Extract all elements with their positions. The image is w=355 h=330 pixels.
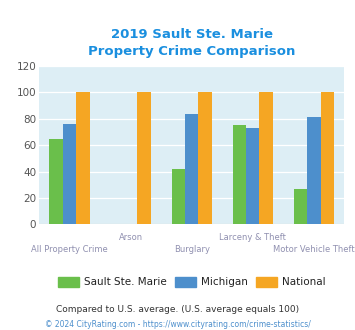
Bar [198,92,212,224]
Text: Motor Vehicle Theft: Motor Vehicle Theft [273,245,355,254]
Text: All Property Crime: All Property Crime [31,245,108,254]
Bar [185,114,198,224]
Text: Compared to U.S. average. (U.S. average equals 100): Compared to U.S. average. (U.S. average … [56,305,299,314]
Bar [137,92,151,224]
Text: Arson: Arson [119,233,143,242]
Bar [76,92,90,224]
Text: © 2024 CityRating.com - https://www.cityrating.com/crime-statistics/: © 2024 CityRating.com - https://www.city… [45,320,310,329]
Bar [171,169,185,224]
Bar [49,139,63,224]
Text: Burglary: Burglary [174,245,210,254]
Bar [233,125,246,224]
Bar [321,92,334,224]
Bar [260,92,273,224]
Text: Larceny & Theft: Larceny & Theft [219,233,286,242]
Legend: Sault Ste. Marie, Michigan, National: Sault Ste. Marie, Michigan, National [54,272,330,291]
Bar [294,189,307,224]
Bar [307,117,321,224]
Title: 2019 Sault Ste. Marie
Property Crime Comparison: 2019 Sault Ste. Marie Property Crime Com… [88,28,295,58]
Bar [63,124,76,224]
Bar [246,128,260,224]
